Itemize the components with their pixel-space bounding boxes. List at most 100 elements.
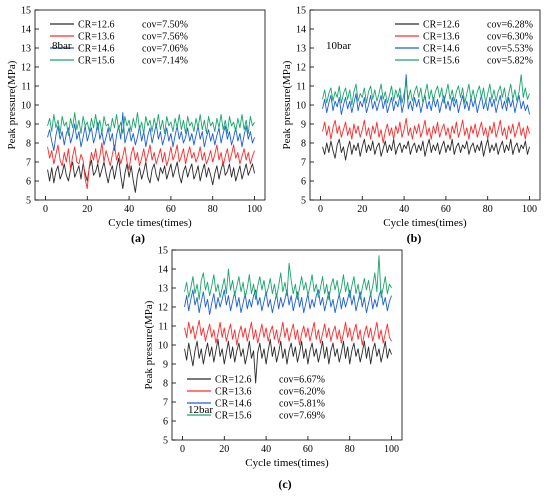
series-line-CR=12.6 xyxy=(184,338,392,384)
y-tick-label: 5 xyxy=(301,196,306,207)
chart-panel-3: 0 20 40 60 80 100 5 6 7 8 9 10 11 12 13 14 15 Cycle times… xyxy=(143,246,403,491)
y-tick-label: 6 xyxy=(26,177,31,188)
legend-entry-cov: cov=6.28% xyxy=(487,20,533,31)
y-tick-label: 8 xyxy=(163,379,168,390)
y-tick-label: 5 xyxy=(163,436,168,447)
y-tick-label: 12 xyxy=(21,63,31,74)
chart-panel-2: 0 20 40 60 80 100 5 6 7 8 9 10 11 12 13 14 15 Cycle times… xyxy=(281,6,541,245)
legend-entry-name: CR=15.6 xyxy=(423,56,459,67)
legend: CR=12.6 cov=6.67% CR=13.6 cov=6.20% CR=14.6 c… xyxy=(187,375,325,422)
legend-entry-name: CR=14.6 xyxy=(423,44,459,55)
series-line-CR=15.6 xyxy=(184,255,392,300)
series-line-CR=14.6 xyxy=(47,112,255,152)
x-tick-label: 80 xyxy=(345,444,355,455)
legend-entry-name: CR=15.6 xyxy=(215,411,251,422)
condition-label: 8bar xyxy=(52,40,72,52)
x-tick-label: 100 xyxy=(384,444,399,455)
legend-entry-cov: cov=7.14% xyxy=(142,56,188,67)
panel-label: (b) xyxy=(407,231,422,245)
series-line-CR=12.6 xyxy=(322,138,530,161)
y-tick-label: 14 xyxy=(21,25,31,36)
y-tick-label: 11 xyxy=(296,82,306,93)
y-axis-title: Peak pressure(MPa) xyxy=(6,60,18,149)
y-tick-label: 13 xyxy=(21,44,31,55)
y-tick-label: 6 xyxy=(301,177,306,188)
y-tick-label: 14 xyxy=(158,265,168,276)
legend: CR=12.6 cov=7.50% CR=13.6 cov=7.56% CR=14.6 c… xyxy=(50,20,188,67)
legend-entry-cov: cov=7.06% xyxy=(142,44,188,55)
x-tick-label: 80 xyxy=(208,204,218,215)
y-tick-label: 10 xyxy=(158,341,168,352)
legend-entry-cov: cov=5.82% xyxy=(487,56,533,67)
panel-label: (a) xyxy=(131,231,145,245)
condition-label: 10bar xyxy=(326,40,351,52)
chart-panel-1: 0 20 40 60 80 100 5 6 7 8 9 10 11 12 13 14 15 Cycle times… xyxy=(6,6,266,245)
y-tick-label: 6 xyxy=(163,417,168,428)
y-tick-label: 9 xyxy=(26,120,31,131)
series-line-CR=15.6 xyxy=(47,112,255,136)
x-tick-label: 20 xyxy=(219,444,229,455)
x-tick-label: 20 xyxy=(357,204,367,215)
y-tick-label: 10 xyxy=(296,101,306,112)
x-tick-label: 0 xyxy=(318,204,323,215)
x-tick-label: 20 xyxy=(82,204,92,215)
x-tick-label: 0 xyxy=(180,444,185,455)
legend-entry-cov: cov=7.50% xyxy=(142,20,188,31)
x-tick-label: 60 xyxy=(166,204,176,215)
legend-entry-cov: cov=7.56% xyxy=(142,32,188,43)
y-tick-label: 11 xyxy=(158,322,168,333)
y-tick-label: 13 xyxy=(158,284,168,295)
series-line-CR=12.6 xyxy=(47,157,255,193)
y-tick-label: 15 xyxy=(158,246,168,257)
y-tick-label: 9 xyxy=(301,120,306,131)
y-axis-title: Peak pressure(MPa) xyxy=(281,60,293,149)
x-tick-label: 40 xyxy=(399,204,409,215)
legend-entry-name: CR=14.6 xyxy=(215,399,251,410)
y-tick-label: 5 xyxy=(26,196,31,207)
series-line-CR=14.6 xyxy=(184,289,392,316)
y-tick-label: 11 xyxy=(21,82,31,93)
y-tick-label: 7 xyxy=(301,158,306,169)
x-tick-label: 60 xyxy=(441,204,451,215)
legend-entry-name: CR=13.6 xyxy=(423,32,459,43)
legend: CR=12.6 cov=6.28% CR=13.6 cov=6.30% CR=14.6 c… xyxy=(395,20,533,67)
condition-label: 12bar xyxy=(188,404,213,416)
series-line-CR=15.6 xyxy=(322,74,530,106)
y-tick-label: 14 xyxy=(296,25,306,36)
legend-entry-cov: cov=5.81% xyxy=(279,399,325,410)
legend-entry-cov: cov=6.30% xyxy=(487,32,533,43)
legend-entry-cov: cov=5.53% xyxy=(487,44,533,55)
y-tick-label: 8 xyxy=(301,139,306,150)
panel-label: (c) xyxy=(278,477,291,491)
legend-entry-name: CR=12.6 xyxy=(78,20,114,31)
x-axis-title: Cycle times(times) xyxy=(383,217,467,229)
legend-entry-name: CR=15.6 xyxy=(78,56,114,67)
y-tick-label: 7 xyxy=(26,158,31,169)
y-tick-label: 13 xyxy=(296,44,306,55)
y-axis-title: Peak pressure(MPa) xyxy=(143,300,155,389)
legend-entry-name: CR=13.6 xyxy=(215,387,251,398)
y-tick-label: 10 xyxy=(21,101,31,112)
legend-entry-cov: cov=6.67% xyxy=(279,375,325,386)
series-line-CR=13.6 xyxy=(322,117,530,144)
y-tick-label: 9 xyxy=(163,360,168,371)
x-tick-label: 0 xyxy=(43,204,48,215)
x-tick-label: 80 xyxy=(483,204,493,215)
x-axis-title: Cycle times(times) xyxy=(108,217,192,229)
y-tick-label: 12 xyxy=(158,303,168,314)
legend-entry-cov: cov=7.69% xyxy=(279,411,325,422)
y-tick-label: 12 xyxy=(296,63,306,74)
y-tick-label: 7 xyxy=(163,398,168,409)
legend-entry-name: CR=13.6 xyxy=(78,32,114,43)
legend-entry-name: CR=12.6 xyxy=(215,375,251,386)
legend-entry-cov: cov=6.20% xyxy=(279,387,325,398)
y-tick-label: 15 xyxy=(21,6,31,17)
series-line-CR=13.6 xyxy=(47,142,255,190)
legend-entry-name: CR=12.6 xyxy=(423,20,459,31)
x-tick-label: 40 xyxy=(124,204,134,215)
x-tick-label: 100 xyxy=(522,204,537,215)
x-tick-label: 60 xyxy=(303,444,313,455)
x-tick-label: 40 xyxy=(261,444,271,455)
y-tick-label: 15 xyxy=(296,6,306,17)
